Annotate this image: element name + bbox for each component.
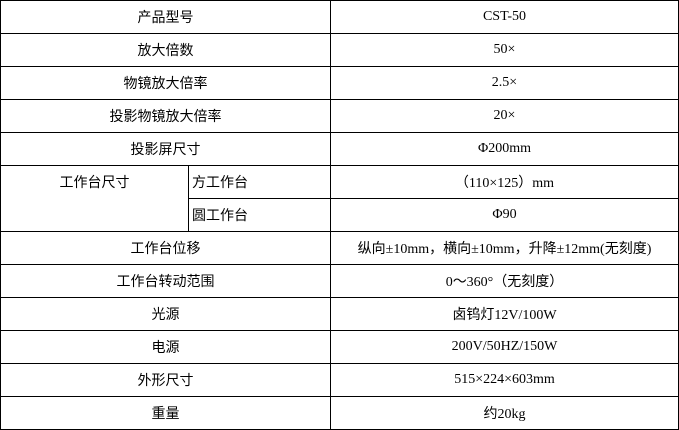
- sub-label: 方工作台: [188, 165, 331, 199]
- row-label: 投影屏尺寸: [0, 132, 331, 166]
- row-label: 产品型号: [0, 0, 331, 34]
- row-label: 投影物镜放大倍率: [0, 99, 331, 133]
- row-label: 工作台转动范围: [0, 264, 331, 298]
- row-label: 工作台位移: [0, 231, 331, 265]
- row-label: 物镜放大倍率: [0, 66, 331, 100]
- row-label: 重量: [0, 396, 331, 430]
- sub-label: 圆工作台: [188, 198, 331, 232]
- row-value: 约20kg: [330, 396, 679, 430]
- row-value: Φ90: [330, 198, 679, 232]
- row-label: 工作台尺寸: [0, 165, 189, 232]
- row-value: 200V/50HZ/150W: [330, 330, 679, 364]
- row-label: 放大倍数: [0, 33, 331, 67]
- row-value: 0～360°（无刻度）: [330, 264, 679, 298]
- row-value: 20×: [330, 99, 679, 133]
- row-label: 光源: [0, 297, 331, 331]
- row-value: Φ200mm: [330, 132, 679, 166]
- row-label: 电源: [0, 330, 331, 364]
- row-value: 纵向±10mm，横向±10mm，升降±12mm(无刻度): [330, 231, 679, 265]
- row-value: 2.5×: [330, 66, 679, 100]
- row-value: 515×224×603mm: [330, 363, 679, 397]
- row-value: 卤钨灯12V/100W: [330, 297, 679, 331]
- row-label: 外形尺寸: [0, 363, 331, 397]
- row-value: （110×125）mm: [330, 165, 679, 199]
- row-value: 50×: [330, 33, 679, 67]
- row-value: CST-50: [330, 0, 679, 34]
